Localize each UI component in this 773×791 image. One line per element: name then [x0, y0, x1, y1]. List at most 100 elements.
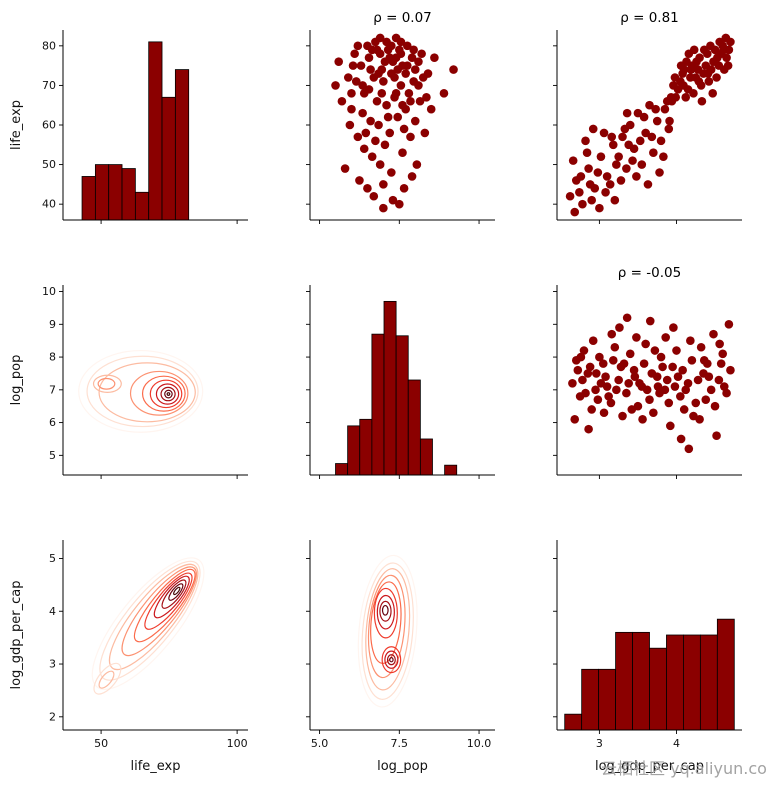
x-tick-label: 100 [227, 737, 248, 750]
scatter-point [681, 92, 691, 102]
y-tick-label: 6 [49, 416, 56, 429]
scatter-point [595, 352, 604, 362]
histogram-bar [174, 69, 190, 221]
histogram-bar [161, 96, 176, 221]
kde-contour [149, 379, 183, 409]
kde-contour [166, 392, 171, 396]
histogram-bar [444, 464, 458, 476]
kde-contour [381, 646, 402, 674]
scatter-point [412, 160, 422, 169]
scatter-point [699, 45, 709, 55]
histogram-bar [108, 164, 123, 221]
scatter-point [615, 323, 624, 332]
scatter-point [396, 37, 406, 47]
scatter-point [689, 45, 699, 55]
kde-contour [161, 579, 187, 609]
scatter-point [606, 398, 616, 408]
scatter-point [387, 41, 396, 51]
scatter-point [624, 378, 633, 388]
scatter-point [622, 313, 632, 323]
scatter-point [334, 57, 344, 66]
scatter-point [681, 385, 691, 395]
x-tick-label: 7.5 [391, 737, 409, 750]
scatter-point [619, 359, 629, 368]
scatter-point [377, 89, 387, 98]
scatter-point [353, 132, 363, 142]
scatter-point [426, 104, 436, 114]
scatter-point [366, 65, 375, 74]
y-tick-label: 50 [42, 158, 56, 171]
scatter-point [724, 320, 734, 329]
scatter-point [664, 398, 674, 408]
scatter-point [670, 73, 680, 82]
scatter-point [588, 124, 598, 134]
scatter-point [568, 378, 577, 388]
scatter-point [610, 195, 620, 205]
scatter-point [639, 359, 649, 368]
scatter-point [678, 365, 687, 375]
scatter-point [398, 148, 407, 158]
scatter-point [686, 65, 696, 74]
y-tick-label: 40 [42, 198, 56, 211]
scatter-point [407, 172, 417, 181]
histogram-bar [395, 335, 409, 476]
kde-contour [129, 370, 189, 416]
scatter-point [390, 92, 399, 102]
kde-contour [379, 600, 392, 622]
kde-contour [98, 670, 115, 689]
scatter-point [712, 73, 721, 82]
y-tick-label: 60 [42, 119, 56, 132]
kde-contour [97, 377, 116, 390]
panel-life_exp-vs-log_pop: ρ = 0.07 [306, 10, 495, 224]
scatter-point [709, 329, 718, 339]
kde-contour [93, 662, 122, 695]
x-tick-label: 4 [673, 737, 680, 750]
scatter-point [610, 342, 620, 352]
kde-contour [121, 566, 197, 657]
scatter-point [726, 365, 735, 375]
scatter-point [669, 323, 678, 332]
scatter-point [587, 405, 596, 414]
kde-contour [99, 560, 201, 681]
scatter-point [676, 392, 685, 401]
scatter-point [402, 61, 412, 70]
scatter-point [581, 388, 590, 398]
scatter-point [372, 96, 382, 106]
scatter-point [718, 349, 728, 359]
scatter-point [624, 140, 633, 150]
scatter-point [340, 164, 350, 173]
scatter-point [716, 359, 726, 368]
y-tick-label: 80 [42, 39, 56, 52]
scatter-point [422, 92, 431, 102]
scatter-point [645, 100, 654, 110]
scatter-point [414, 57, 423, 66]
scatter-point [696, 342, 706, 352]
panel-log_pop-hist [306, 285, 495, 479]
scatter-point [622, 164, 631, 173]
scatter-point [694, 77, 704, 86]
scatter-point [683, 378, 693, 388]
kde-contour [141, 375, 186, 412]
histogram-bar [81, 176, 96, 221]
scatter-point [374, 69, 383, 78]
scatter-point [673, 372, 683, 382]
scatter-point [608, 140, 618, 150]
scatter-point [363, 184, 372, 193]
scatter-point [383, 112, 393, 122]
scatter-point [598, 359, 608, 368]
scatter-point [604, 392, 613, 401]
scatter-point [388, 195, 398, 205]
x-axis-label: log_pop [377, 759, 428, 774]
kde-contour [173, 586, 181, 596]
y-axis-label: log_pop [9, 355, 24, 406]
scatter-point [686, 73, 695, 82]
scatter-point [701, 61, 711, 70]
scatter-point [622, 388, 631, 398]
histogram-bar [419, 438, 433, 476]
kde-contour [357, 554, 418, 708]
scatter-point [645, 316, 655, 326]
scatter-point [404, 89, 414, 98]
kde-contour [373, 587, 398, 639]
kde-contour [155, 383, 180, 405]
